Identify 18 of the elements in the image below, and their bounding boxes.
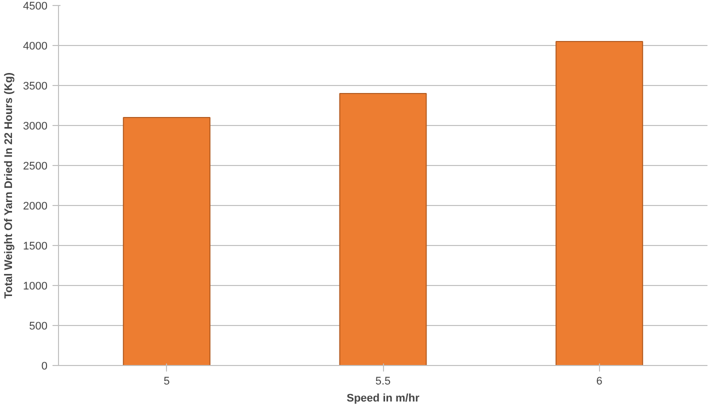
bar (556, 41, 644, 366)
x-tick-label: 6 (596, 376, 602, 388)
y-tick-label: 2000 (23, 200, 48, 212)
y-tick-label: 1500 (23, 240, 48, 252)
x-axis-title: Speed in m/hr (346, 392, 420, 404)
bar (339, 93, 427, 366)
y-tick-label: 0 (41, 360, 48, 372)
y-axis-title: Total Weight Of Yarn Dried In 22 Hours (Kg) (3, 72, 16, 299)
bar (122, 117, 210, 366)
y-tick-label: 3000 (23, 120, 48, 132)
x-tick-label: 5 (164, 376, 170, 388)
y-tick-label: 500 (29, 320, 48, 332)
y-tick-label: 4000 (23, 40, 48, 52)
y-tick-label: 2500 (23, 160, 48, 172)
x-tick-label: 5.5 (375, 376, 391, 388)
y-tick-label: 1000 (23, 280, 48, 292)
y-tick-label: 4500 (23, 0, 48, 12)
y-tick-label: 3500 (23, 80, 48, 92)
